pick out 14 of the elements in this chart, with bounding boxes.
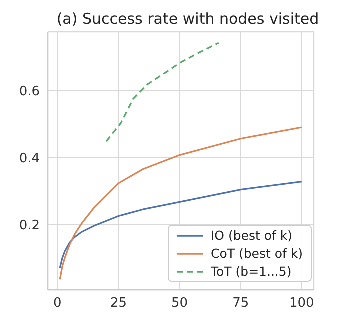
x-tick-label: 0 [54,296,62,312]
y-tick-label: 0.2 [19,218,40,234]
legend-label: CoT (best of k) [210,246,303,261]
x-tick-label: 25 [110,296,127,312]
line-series [106,42,220,142]
x-tick-label: 100 [289,296,314,312]
chart-title: (a) Success rate with nodes visited [56,9,320,30]
x-tick-label: 50 [172,296,188,312]
y-tick-label: 0.6 [19,84,40,100]
y-tick-label: 0.4 [19,151,40,166]
legend-label: IO (best of k) [210,228,293,243]
line-series [59,126,303,280]
legend-label: ToT (b=1...5) [210,264,292,279]
x-tick-label: 75 [232,296,250,312]
